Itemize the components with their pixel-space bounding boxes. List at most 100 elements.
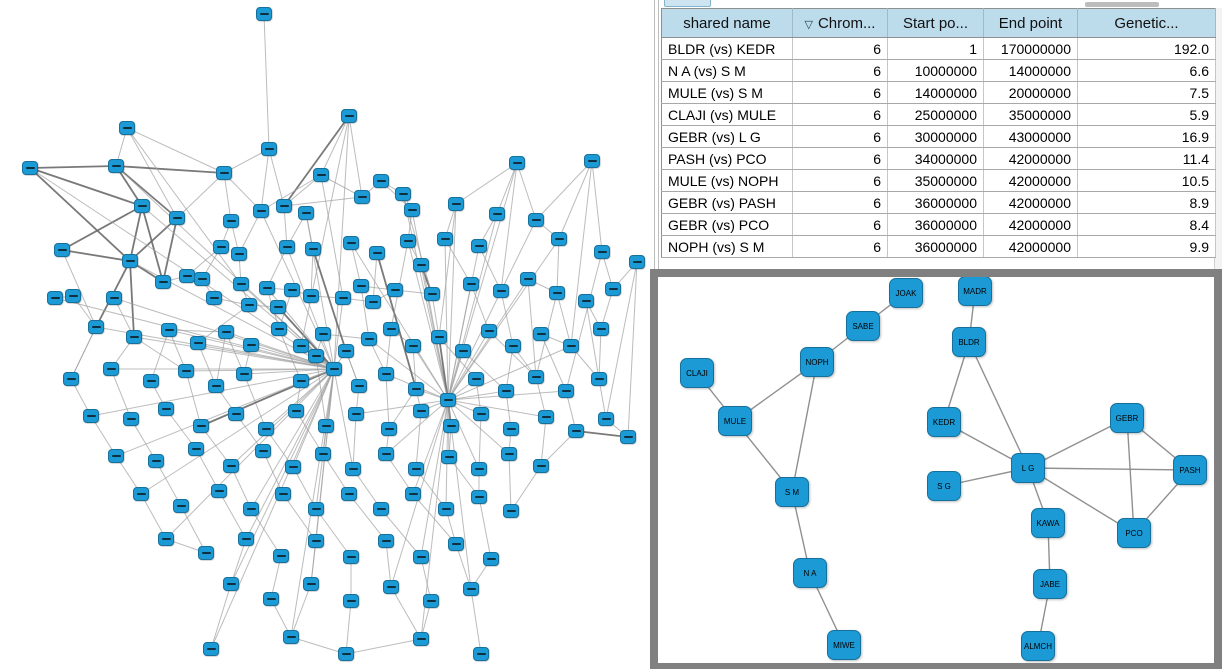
network-node[interactable] (438, 502, 454, 516)
network-node[interactable] (533, 459, 549, 473)
table-row[interactable]: MULE (vs) NOPH 6 35000000 42000000 10.5 (661, 169, 1216, 192)
network-node-BLDR[interactable]: BLDR (952, 327, 986, 357)
network-node[interactable] (593, 322, 609, 336)
network-node[interactable] (471, 239, 487, 253)
network-node[interactable] (443, 419, 459, 433)
table-cell[interactable]: 192.0 (1077, 37, 1216, 60)
network-node[interactable] (413, 404, 429, 418)
network-node[interactable] (441, 450, 457, 464)
table-row[interactable]: MULE (vs) S M 6 14000000 20000000 7.5 (661, 81, 1216, 104)
table-cell[interactable]: 14000000 (887, 81, 984, 104)
network-node[interactable] (308, 502, 324, 516)
table-row[interactable]: NOPH (vs) S M 6 36000000 42000000 9.9 (661, 235, 1216, 258)
network-node[interactable] (231, 247, 247, 261)
table-cell[interactable]: 42000000 (983, 169, 1078, 192)
filter-icon[interactable]: ▽ (804, 18, 813, 31)
table-cell[interactable]: 6 (792, 147, 888, 170)
network-node[interactable] (424, 287, 440, 301)
network-node[interactable] (503, 504, 519, 518)
table-cell[interactable]: 1 (887, 37, 984, 60)
network-node[interactable] (493, 284, 509, 298)
network-node[interactable] (498, 384, 514, 398)
network-node[interactable] (549, 286, 565, 300)
table-row[interactable]: GEBR (vs) PASH 6 36000000 42000000 8.9 (661, 191, 1216, 214)
network-node[interactable] (455, 344, 471, 358)
network-node[interactable] (228, 407, 244, 421)
network-node[interactable] (155, 275, 171, 289)
table-cell[interactable]: 6 (792, 103, 888, 126)
network-node[interactable] (620, 430, 636, 444)
table-cell[interactable]: 10000000 (887, 59, 984, 82)
network-node[interactable] (413, 550, 429, 564)
table-cell[interactable]: 8.9 (1077, 191, 1216, 214)
network-node[interactable] (223, 214, 239, 228)
network-node[interactable] (258, 422, 274, 436)
table-cell[interactable]: 170000000 (983, 37, 1078, 60)
network-node[interactable] (259, 281, 275, 295)
network-node[interactable] (161, 323, 177, 337)
network-node-JABE[interactable]: JABE (1033, 569, 1067, 599)
network-node[interactable] (203, 642, 219, 656)
network-node[interactable] (341, 109, 357, 123)
table-cell[interactable]: 25000000 (887, 103, 984, 126)
network-node[interactable] (405, 339, 421, 353)
table-cell[interactable]: 5.9 (1077, 103, 1216, 126)
column-header-2[interactable]: Start po... (887, 8, 984, 38)
network-node[interactable] (365, 295, 381, 309)
network-node-MADR[interactable]: MADR (958, 277, 992, 306)
network-node[interactable] (241, 298, 257, 312)
network-node[interactable] (351, 379, 367, 393)
network-node[interactable] (173, 499, 189, 513)
network-node[interactable] (481, 324, 497, 338)
table-cell[interactable]: 43000000 (983, 125, 1078, 148)
network-node[interactable] (315, 447, 331, 461)
network-node[interactable] (468, 372, 484, 386)
network-node[interactable] (473, 647, 489, 661)
network-node[interactable] (126, 330, 142, 344)
table-cell[interactable]: PASH (vs) PCO (661, 147, 793, 170)
network-node[interactable] (584, 154, 600, 168)
network-node[interactable] (395, 187, 411, 201)
table-cell[interactable]: 30000000 (887, 125, 984, 148)
network-node[interactable] (509, 156, 525, 170)
network-node-PASH[interactable]: PASH (1173, 455, 1207, 485)
small-network-view[interactable]: JOAK MADR SABE NOPH BLDR CLAJI MULE KEDR GEBR L G… (658, 277, 1214, 663)
table-cell[interactable]: 36000000 (887, 191, 984, 214)
network-node[interactable] (122, 254, 138, 268)
table-cell[interactable]: 34000000 (887, 147, 984, 170)
table-tab-stub[interactable] (664, 0, 711, 7)
network-node[interactable] (381, 422, 397, 436)
network-node[interactable] (238, 532, 254, 546)
network-node[interactable] (448, 537, 464, 551)
network-node-KEDR[interactable]: KEDR (927, 407, 961, 437)
table-cell[interactable]: 6 (792, 37, 888, 60)
network-node[interactable] (243, 502, 259, 516)
network-node-S-G[interactable]: S G (927, 471, 961, 501)
table-cell[interactable]: 42000000 (983, 191, 1078, 214)
network-node[interactable] (284, 283, 300, 297)
table-cell[interactable]: 7.5 (1077, 81, 1216, 104)
network-node[interactable] (440, 393, 456, 407)
network-node[interactable] (501, 447, 517, 461)
network-node[interactable] (335, 291, 351, 305)
table-cell[interactable]: 42000000 (983, 235, 1078, 258)
network-node[interactable] (47, 291, 63, 305)
network-node[interactable] (83, 409, 99, 423)
network-node[interactable] (378, 447, 394, 461)
network-node[interactable] (276, 199, 292, 213)
network-node[interactable] (408, 462, 424, 476)
network-node[interactable] (303, 577, 319, 591)
table-cell[interactable]: 36000000 (887, 235, 984, 258)
network-node[interactable] (318, 419, 334, 433)
network-node[interactable] (123, 412, 139, 426)
network-node[interactable] (218, 325, 234, 339)
table-cell[interactable]: 6 (792, 81, 888, 104)
network-node[interactable] (103, 362, 119, 376)
network-node[interactable] (298, 206, 314, 220)
network-node[interactable] (188, 442, 204, 456)
table-row[interactable]: GEBR (vs) PCO 6 36000000 42000000 8.4 (661, 213, 1216, 236)
network-node[interactable] (343, 236, 359, 250)
table-cell[interactable]: N A (vs) S M (661, 59, 793, 82)
network-node-N-A[interactable]: N A (793, 558, 827, 588)
network-node-ALMCH[interactable]: ALMCH (1021, 631, 1055, 661)
